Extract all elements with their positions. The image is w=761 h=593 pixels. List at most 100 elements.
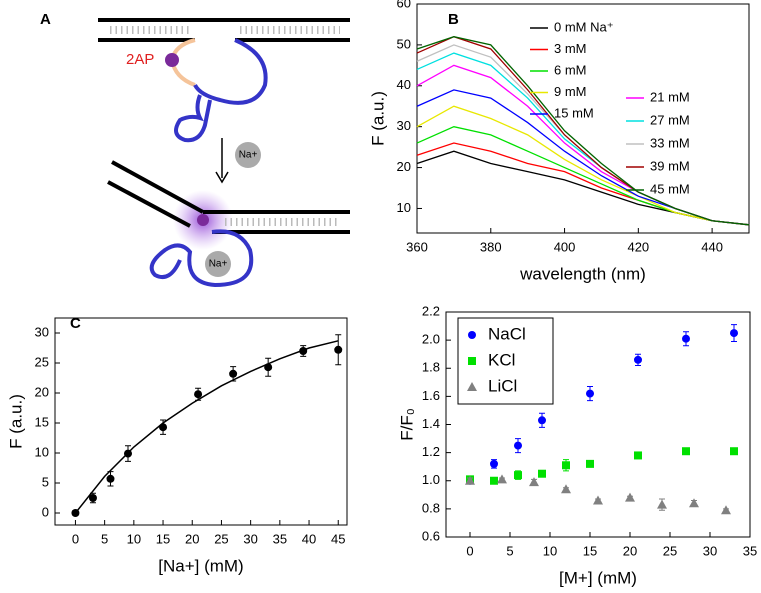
x-tick-label: 15	[156, 531, 170, 546]
x-tick-label: 40	[302, 531, 316, 546]
spectrum-line	[416, 36, 750, 226]
x-tick-label: 45	[331, 531, 345, 546]
x-tick-label: 10	[127, 531, 141, 546]
legend-label: 3 mM	[554, 41, 587, 56]
point	[730, 447, 738, 456]
legend-marker	[468, 331, 476, 339]
point	[497, 474, 507, 484]
y-axis-label: F/F₀	[397, 408, 416, 441]
probe	[165, 53, 179, 67]
y-tick-label: 1.4	[422, 416, 440, 431]
point	[229, 369, 238, 378]
legend-label: 0 mM Na⁺	[554, 19, 614, 34]
x-tick-label: 400	[554, 239, 576, 254]
x-tick-label: 0	[72, 531, 79, 546]
panel-label: C	[70, 315, 81, 332]
x-axis-label: wavelength (nm)	[519, 264, 646, 283]
spectrum-line	[416, 125, 750, 226]
y-tick-label: 15	[35, 414, 49, 429]
point	[334, 345, 343, 354]
legend-label: 39 mM	[650, 158, 690, 173]
y-tick-label: 20	[35, 384, 49, 399]
legend-label: 15 mM	[554, 105, 594, 120]
legend-label: 6 mM	[554, 62, 587, 77]
y-tick-label: 5	[42, 474, 49, 489]
x-tick-label: 15	[583, 543, 597, 558]
point	[625, 492, 635, 502]
diagram-a: A 2AP Na+ Na+	[40, 11, 350, 288]
point	[194, 390, 203, 399]
point	[561, 484, 571, 494]
point	[538, 416, 546, 425]
spectrum-line	[416, 52, 750, 226]
y-tick-label: 1.8	[422, 360, 440, 375]
point	[299, 347, 308, 355]
y-tick-label: 30	[35, 324, 49, 339]
point	[721, 505, 731, 515]
y-tick-label: 2.2	[422, 303, 440, 318]
y-tick-label: 10	[397, 200, 411, 215]
arrowhead	[215, 171, 229, 184]
x-tick-label: 5	[506, 543, 513, 558]
spectrum-line	[416, 150, 750, 226]
legend-marker	[467, 382, 477, 391]
plot-frame	[54, 317, 348, 526]
point	[71, 509, 80, 517]
loop	[174, 38, 268, 143]
legend-label: LiCl	[488, 376, 517, 395]
plot-frame	[416, 3, 750, 234]
point	[490, 459, 498, 468]
point	[682, 334, 690, 343]
point	[657, 499, 667, 509]
legend-label: 9 mM	[554, 84, 587, 99]
point	[106, 474, 115, 483]
panel-label: B	[448, 11, 459, 28]
x-tick-label: 5	[101, 531, 108, 546]
x-tick-label: 0	[466, 543, 473, 558]
y-tick-label: 2.0	[422, 332, 440, 347]
point	[586, 389, 594, 398]
legend-label: KCl	[488, 350, 515, 369]
point	[88, 494, 97, 502]
spectrum-line	[416, 105, 750, 226]
y-tick-label: 25	[35, 354, 49, 369]
legend-label: 45 mM	[650, 181, 690, 196]
ion	[235, 142, 261, 168]
point	[264, 363, 273, 372]
ion	[205, 251, 231, 277]
point	[682, 447, 690, 456]
x-tick-label: 25	[663, 543, 677, 558]
point	[124, 449, 132, 458]
point	[465, 475, 475, 485]
y-tick-label: 0	[42, 504, 49, 519]
y-axis-label: F (a.u.)	[368, 91, 387, 146]
y-tick-label: 40	[397, 77, 411, 92]
x-tick-label: 420	[627, 239, 649, 254]
panel-label: A	[40, 11, 51, 28]
point	[730, 329, 738, 338]
point	[490, 476, 498, 485]
legend-label: 27 mM	[650, 112, 690, 127]
legend-marker	[468, 357, 476, 365]
x-tick-label: 10	[543, 543, 557, 558]
x-tick-label: 380	[480, 239, 502, 254]
y-tick-label: 60	[397, 0, 411, 10]
fit-curve	[74, 340, 339, 514]
x-tick-label: 20	[623, 543, 637, 558]
y-tick-label: 1.6	[422, 388, 440, 403]
point	[634, 355, 642, 364]
legend-label: 33 mM	[650, 135, 690, 150]
point	[514, 471, 522, 480]
point	[586, 459, 594, 468]
y-tick-label: 50	[397, 36, 411, 51]
x-tick-label: 30	[703, 543, 717, 558]
y-tick-label: 20	[397, 159, 411, 174]
x-tick-label: 30	[243, 531, 257, 546]
y-tick-label: 30	[397, 118, 411, 133]
point	[593, 495, 603, 505]
point	[634, 451, 642, 460]
x-tick-label: 35	[743, 543, 757, 558]
point	[562, 461, 570, 470]
probe-label: 2AP	[126, 51, 154, 68]
x-tick-label: 35	[273, 531, 287, 546]
